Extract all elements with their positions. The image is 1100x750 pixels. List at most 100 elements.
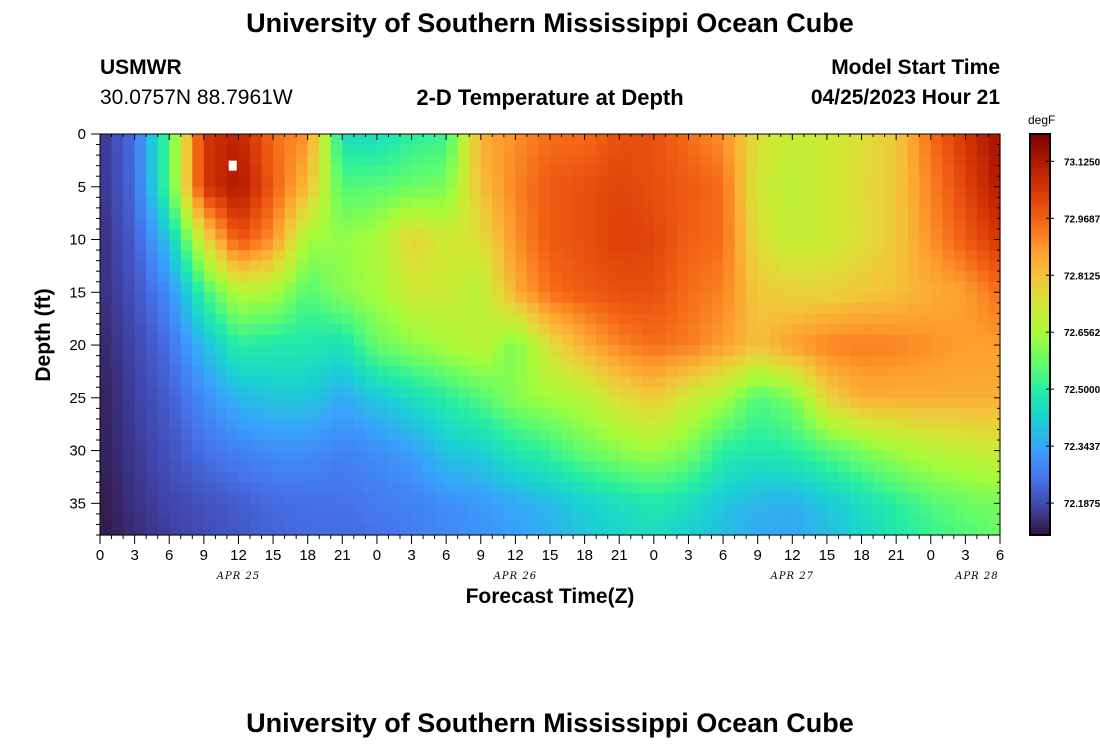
heatmap-cell xyxy=(907,197,920,209)
colorbar-swatch xyxy=(1030,324,1050,329)
heatmap-cell xyxy=(388,513,401,526)
heatmap-cell xyxy=(146,260,159,272)
heatmap-cell xyxy=(619,418,632,431)
heatmap-cell xyxy=(503,524,516,536)
heatmap-cell xyxy=(584,461,597,473)
heatmap-cell xyxy=(434,218,447,230)
heatmap-cell xyxy=(238,513,251,526)
heatmap-cell xyxy=(965,186,978,198)
heatmap-cell xyxy=(319,250,332,262)
heatmap-cell xyxy=(411,376,424,388)
heatmap-cell xyxy=(861,323,874,336)
heatmap-cell xyxy=(953,313,966,325)
heatmap-cell xyxy=(550,292,563,304)
colorbar-frame xyxy=(1029,133,1051,536)
heatmap-cell xyxy=(515,165,528,177)
heatmap-cell xyxy=(400,176,413,188)
heatmap-cell xyxy=(180,165,193,177)
heatmap-cell xyxy=(942,186,955,198)
heatmap-cell xyxy=(296,429,309,441)
heatmap-cell xyxy=(215,461,228,473)
heatmap-cell xyxy=(342,524,355,536)
heatmap-cell xyxy=(884,471,897,483)
heatmap-cell xyxy=(573,313,586,325)
heatmap-cell xyxy=(169,323,182,336)
heatmap-cell xyxy=(169,281,182,293)
colorbar-swatch xyxy=(1030,354,1050,359)
heatmap-cell xyxy=(342,281,355,293)
heatmap-cell xyxy=(180,397,193,409)
heatmap-cell xyxy=(861,408,874,420)
heatmap-cell xyxy=(688,176,701,188)
heatmap-cell xyxy=(838,397,851,409)
heatmap-cell xyxy=(976,366,990,378)
heatmap-cell xyxy=(688,207,701,220)
heatmap-cell xyxy=(123,292,136,304)
colorbar-swatch xyxy=(1030,371,1050,376)
heatmap-cell xyxy=(250,144,263,156)
heatmap-cell xyxy=(930,218,943,230)
heatmap-cell xyxy=(746,239,759,251)
heatmap-cell xyxy=(769,461,782,473)
heatmap-cell xyxy=(826,524,840,536)
heatmap-cell xyxy=(619,440,632,452)
heatmap-cell xyxy=(630,408,643,420)
heatmap-cell xyxy=(607,408,620,420)
heatmap-cell xyxy=(261,461,274,473)
heatmap-cell xyxy=(411,260,424,272)
heatmap-cell xyxy=(630,482,643,494)
heatmap-cell xyxy=(838,134,851,146)
heatmap-cell xyxy=(630,355,643,367)
heatmap-cell xyxy=(365,471,378,483)
heatmap-cell xyxy=(342,302,355,314)
heatmap-cell xyxy=(203,313,216,325)
heatmap-cell xyxy=(342,271,355,283)
heatmap-cell xyxy=(284,366,297,378)
heatmap-cell xyxy=(123,355,136,367)
heatmap-cell xyxy=(746,228,759,241)
heatmap-cell xyxy=(688,281,701,293)
heatmap-cell xyxy=(376,471,390,483)
heatmap-cell xyxy=(203,492,216,504)
heatmap-cell xyxy=(480,134,493,146)
heatmap-cell xyxy=(723,313,736,325)
heatmap-cell xyxy=(550,281,563,293)
heatmap-cell xyxy=(434,492,447,504)
heatmap-cell xyxy=(792,176,805,188)
heatmap-cell xyxy=(330,450,343,462)
heatmap-cell xyxy=(976,186,990,198)
heatmap-cell xyxy=(111,503,124,515)
heatmap-cell xyxy=(365,429,378,441)
heatmap-cell xyxy=(976,345,990,357)
heatmap-cell xyxy=(469,260,482,272)
heatmap-cell xyxy=(480,345,493,357)
heatmap-cell xyxy=(180,429,193,441)
heatmap-cell xyxy=(296,524,309,536)
heatmap-cell xyxy=(596,144,609,156)
heatmap-cell xyxy=(803,334,816,346)
heatmap-cell xyxy=(480,144,493,156)
heatmap-cell xyxy=(596,155,609,167)
heatmap-cell xyxy=(746,144,759,156)
heatmap-cell xyxy=(123,387,136,399)
heatmap-cell xyxy=(642,440,655,452)
heatmap-cell xyxy=(353,366,366,378)
heatmap-cell xyxy=(376,461,390,473)
heatmap-cell xyxy=(423,376,436,388)
colorbar-swatch xyxy=(1030,377,1050,382)
heatmap-cell xyxy=(584,186,597,198)
heatmap-cell xyxy=(226,260,240,272)
heatmap-cell xyxy=(180,134,193,146)
heatmap-cell xyxy=(538,134,551,146)
heatmap-cell xyxy=(642,165,655,177)
heatmap-cell xyxy=(746,155,759,167)
heatmap-cell xyxy=(111,313,124,325)
heatmap-cell xyxy=(665,197,678,209)
heatmap-cell xyxy=(480,281,493,293)
heatmap-cell xyxy=(342,239,355,251)
heatmap-cell xyxy=(319,524,332,536)
heatmap-cell xyxy=(780,207,793,220)
heatmap-cell xyxy=(261,355,274,367)
heatmap-cell xyxy=(146,239,159,251)
heatmap-cell xyxy=(134,134,147,146)
